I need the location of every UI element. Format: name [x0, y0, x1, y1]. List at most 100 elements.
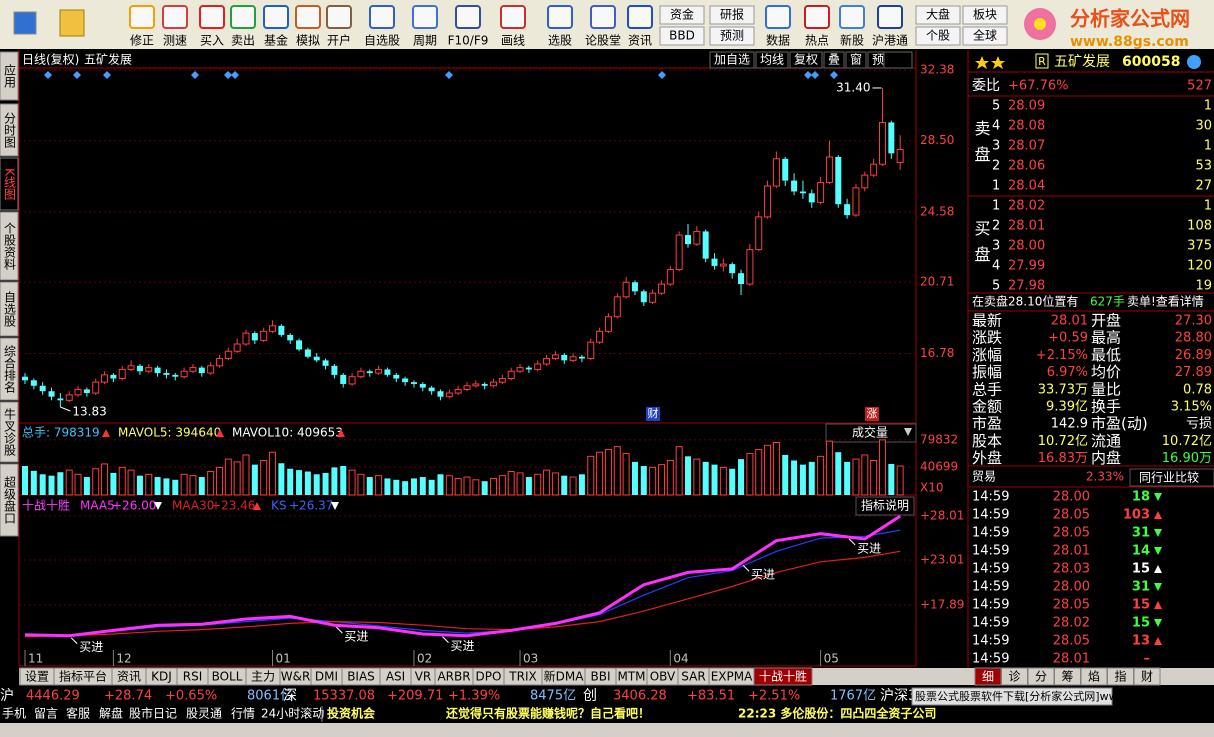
stat-label: 涨幅: [972, 346, 1002, 364]
quote-tab-label[interactable]: 指: [1114, 669, 1126, 684]
indicator-tab-label[interactable]: OBV: [650, 670, 676, 684]
status-item[interactable]: 客服: [66, 706, 90, 721]
quote-tab-label[interactable]: 财: [1141, 670, 1153, 684]
toolbar-icon: [547, 5, 573, 29]
indicator-tab-label[interactable]: BIAS: [347, 670, 375, 684]
candle-body: [304, 349, 311, 357]
toolbar-button[interactable]: 个股: [926, 29, 950, 43]
header-button-label[interactable]: 加自选: [714, 53, 750, 67]
status-highlight[interactable]: 投资机会: [327, 706, 376, 721]
toolbar-button[interactable]: 自选股: [364, 34, 400, 48]
indicator-tab-label[interactable]: VR: [415, 670, 432, 684]
indicator-tab-label[interactable]: DPO: [476, 670, 502, 684]
compare-button-label[interactable]: 同行业比较: [1139, 470, 1199, 485]
volume-bar: [145, 473, 153, 496]
indicator-tab-label[interactable]: BOLL: [212, 670, 243, 684]
indicator-tab-label[interactable]: W&R: [281, 670, 311, 684]
toolbar-button[interactable]: 新股: [840, 33, 864, 48]
indicator-button-label[interactable]: 指标说明: [861, 498, 909, 513]
indicator-tab-label[interactable]: RSI: [183, 670, 203, 684]
indicator-tab-label[interactable]: MTM: [617, 670, 645, 684]
side-tab-label[interactable]: 自选股: [3, 291, 17, 328]
status-item[interactable]: 股市日记: [129, 706, 177, 721]
toolbar-button[interactable]: 板块: [973, 8, 997, 22]
toolbar-button[interactable]: 数据: [766, 33, 790, 48]
status-item[interactable]: 解盘: [99, 706, 123, 721]
volume-bar: [896, 465, 904, 496]
side-tab-label[interactable]: 分时图: [3, 112, 17, 148]
toolbar-button[interactable]: 选股: [548, 34, 572, 48]
side-tab-label[interactable]: 牛叉诊股: [3, 407, 17, 457]
indicator-tab-label[interactable]: ASI: [386, 670, 405, 684]
side-tab-label[interactable]: 综合排名: [3, 345, 17, 393]
toolbar-button[interactable]: 论股堂: [585, 34, 621, 48]
side-tab-label[interactable]: 应用: [3, 63, 17, 89]
toolbar-button[interactable]: 沪港通: [872, 34, 908, 48]
status-item[interactable]: 留言: [34, 707, 58, 721]
toolbar-button[interactable]: 测速: [163, 34, 187, 48]
toolbar-button[interactable]: 研报: [720, 7, 744, 22]
indicator-tab-label[interactable]: DMI: [315, 670, 338, 684]
toolbar-button[interactable]: 基金: [264, 33, 288, 48]
side-tab-label[interactable]: 超级盘口: [3, 475, 17, 524]
quote-tab-label[interactable]: 筹: [1061, 670, 1073, 684]
stat-value: 33.73万: [1038, 382, 1088, 397]
toolbar-button[interactable]: 热点: [805, 34, 829, 48]
indicator-tab-label[interactable]: SAR: [681, 670, 705, 684]
toolbar-button[interactable]: 模拟: [296, 34, 320, 48]
side-tab-label[interactable]: 个股资料: [3, 222, 17, 270]
toolbar-button[interactable]: 修正: [130, 33, 154, 48]
indicator-tab-label[interactable]: 主力: [251, 670, 275, 684]
tick-price: 28.00: [1053, 490, 1090, 505]
status-item[interactable]: 行情: [231, 707, 255, 721]
volume-bar: [490, 477, 498, 496]
side-tab-label[interactable]: K线图: [3, 168, 17, 200]
quote-tab-label[interactable]: 诊: [1008, 670, 1020, 684]
status-item[interactable]: 24小时滚动: [261, 706, 324, 721]
legend-value: +23.46: [211, 499, 255, 513]
y-tick-label: 28.50: [920, 133, 954, 147]
volume-bar: [154, 477, 161, 495]
indicator-tab-label[interactable]: KDJ: [151, 670, 172, 684]
stat-label: 最高: [1091, 329, 1121, 347]
indicator-tab-label[interactable]: EXPMA: [711, 670, 753, 684]
toolbar-button[interactable]: 卖出: [231, 34, 255, 48]
status-item[interactable]: 股灵通: [186, 707, 222, 721]
header-button-label[interactable]: 叠: [828, 53, 840, 67]
toolbar-button[interactable]: 周期: [413, 34, 437, 48]
toolbar-button[interactable]: F10/F9: [448, 34, 489, 48]
volume-bar: [83, 477, 90, 495]
indicator-tab-label[interactable]: BBI: [590, 670, 610, 684]
indicator-tab-label[interactable]: 指标平台: [59, 669, 107, 684]
indicator-tab-label[interactable]: 十战十胜: [759, 669, 807, 684]
indicator-tab-label[interactable]: ARBR: [437, 670, 470, 684]
toolbar-button[interactable]: 预测: [720, 29, 744, 43]
quote-tab-label[interactable]: 焰: [1088, 669, 1100, 684]
header-button-label[interactable]: 复权: [794, 53, 818, 67]
toolbar-button[interactable]: 资讯: [628, 34, 652, 48]
book-price: 28.00: [1008, 239, 1045, 254]
indicator-tab-label[interactable]: 新DMA: [544, 669, 585, 684]
quote-tab-label[interactable]: 细: [982, 670, 994, 684]
x-tick-label: 04: [673, 652, 688, 666]
candle-body: [287, 334, 294, 341]
toolbar-button[interactable]: BBD: [669, 29, 695, 43]
quote-tab-label[interactable]: 分: [1035, 670, 1047, 684]
volume-bar: [516, 472, 524, 496]
toolbar-button[interactable]: 画线: [501, 34, 525, 48]
toolbar-button[interactable]: 全球: [973, 28, 997, 43]
header-button-label[interactable]: 窗: [850, 53, 862, 67]
volume-bar: [675, 446, 683, 496]
toolbar-button[interactable]: 资金: [670, 7, 694, 22]
indicator-tab-label[interactable]: 资讯: [117, 670, 141, 684]
stat-label: 换手: [1091, 398, 1121, 416]
status-item[interactable]: 手机: [2, 707, 26, 721]
toolbar-button[interactable]: 开户: [327, 33, 351, 48]
header-button-label[interactable]: 均线: [760, 53, 784, 67]
signal-arrow: [336, 626, 343, 634]
notice-link[interactable]: 卖单!查看详情: [1127, 294, 1204, 309]
toolbar-button[interactable]: 买入: [200, 34, 224, 48]
indicator-tab-label[interactable]: TRIX: [508, 670, 536, 684]
indicator-tab-label[interactable]: 设置: [25, 670, 49, 684]
toolbar-button[interactable]: 大盘: [926, 7, 950, 22]
